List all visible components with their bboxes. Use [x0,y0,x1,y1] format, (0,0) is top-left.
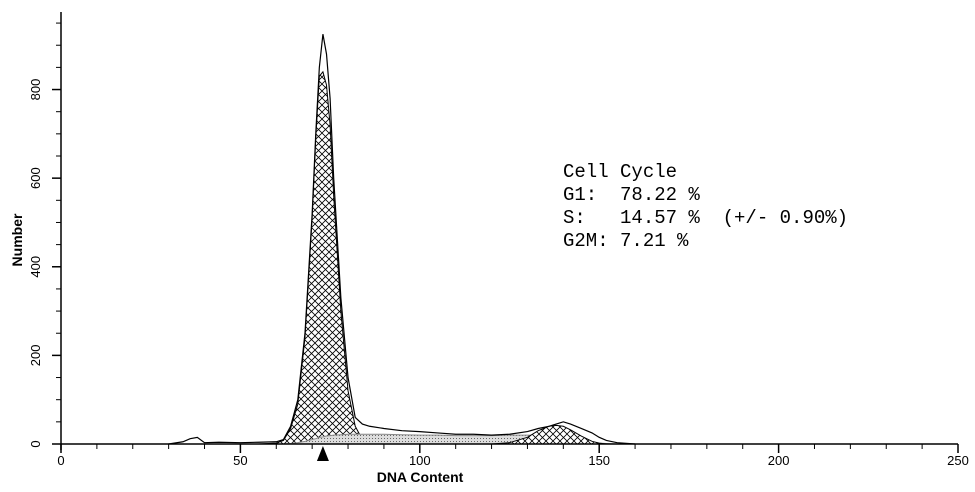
annotation-line: Cell Cycle [563,161,677,183]
marker [316,446,329,461]
y-tick-label: 400 [28,256,43,278]
x-tick-label: 50 [233,453,247,468]
annotation-line: G1: 78.22 % [563,184,700,206]
y-tick-label: 600 [28,167,43,189]
y-tick-label: 200 [28,345,43,367]
x-tick-label: 200 [768,453,790,468]
histogram-line [168,34,636,445]
x-axis-title: DNA Content [377,469,464,485]
component-area [168,70,636,445]
annotation-line: S: 14.57 % (+/- 0.90%) [563,207,848,229]
y-tick-label: 0 [28,440,43,447]
y-axis-title: Number [9,213,25,266]
x-tick-label: 150 [588,453,610,468]
x-tick-label: 0 [57,453,64,468]
y-tick-label: 800 [28,79,43,101]
x-tick-label: 250 [947,453,969,468]
x-tick-label: 100 [409,453,431,468]
annotation-line: G2M: 7.21 % [563,230,689,252]
